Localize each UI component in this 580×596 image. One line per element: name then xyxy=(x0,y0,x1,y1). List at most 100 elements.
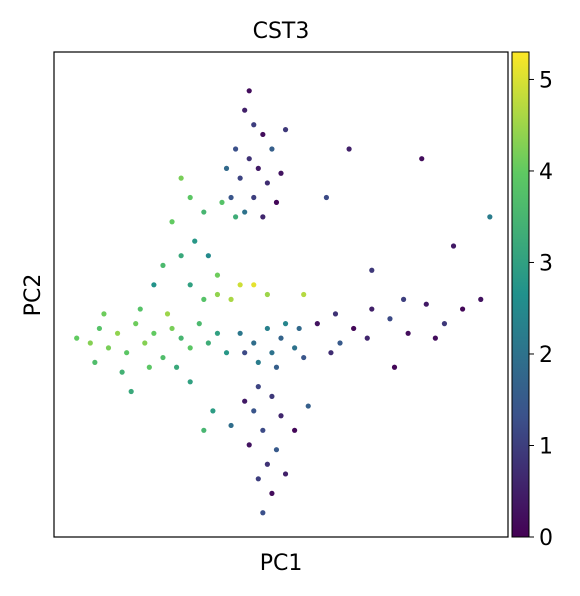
point xyxy=(264,291,270,298)
point xyxy=(332,311,339,317)
point xyxy=(269,490,275,496)
colorbar-tick-label: 4 xyxy=(539,160,553,185)
points xyxy=(74,88,493,516)
point xyxy=(114,330,121,336)
point xyxy=(133,321,139,327)
colorbar-tick-label: 5 xyxy=(539,68,553,93)
point xyxy=(242,398,248,404)
point xyxy=(255,359,261,365)
point xyxy=(432,335,438,341)
point xyxy=(178,253,184,259)
point xyxy=(105,345,112,351)
point xyxy=(237,175,243,181)
point xyxy=(237,282,243,288)
point xyxy=(369,306,375,312)
point xyxy=(146,364,152,370)
point xyxy=(214,291,221,298)
point xyxy=(219,199,225,205)
point xyxy=(337,340,343,346)
point xyxy=(260,131,266,138)
point xyxy=(223,165,230,171)
point xyxy=(160,262,166,268)
point xyxy=(314,321,320,327)
point xyxy=(124,350,130,356)
point xyxy=(260,214,266,220)
point xyxy=(255,476,261,482)
point xyxy=(292,427,298,433)
point xyxy=(178,335,184,341)
point xyxy=(478,296,484,302)
point xyxy=(301,291,307,298)
point xyxy=(296,325,302,332)
y-axis-label: PC2 xyxy=(21,274,46,317)
point xyxy=(255,384,261,390)
point xyxy=(323,194,329,201)
point xyxy=(142,340,148,346)
point xyxy=(251,408,257,414)
point xyxy=(301,354,307,361)
point xyxy=(128,388,134,395)
point xyxy=(405,330,411,336)
point xyxy=(205,253,211,259)
colorbar-tick-label: 3 xyxy=(539,251,553,276)
point xyxy=(264,461,270,467)
point xyxy=(214,330,221,336)
point xyxy=(400,296,407,302)
point xyxy=(251,194,257,201)
point xyxy=(351,325,357,332)
point xyxy=(391,364,398,370)
point xyxy=(269,393,275,399)
point xyxy=(282,321,289,327)
point xyxy=(196,321,202,327)
point xyxy=(228,194,234,201)
point xyxy=(74,335,80,341)
point xyxy=(151,330,157,336)
point xyxy=(387,316,393,322)
point xyxy=(192,238,198,244)
point xyxy=(169,219,175,225)
point xyxy=(369,267,375,273)
point xyxy=(273,447,280,453)
point xyxy=(178,175,184,181)
point xyxy=(269,146,275,152)
point xyxy=(214,272,221,278)
point xyxy=(201,296,207,302)
point xyxy=(228,422,234,429)
point xyxy=(96,325,102,332)
point xyxy=(251,122,257,128)
point xyxy=(137,306,143,312)
colorbar-tick-label: 0 xyxy=(539,526,553,551)
point xyxy=(273,364,280,370)
point xyxy=(201,427,207,433)
point xyxy=(233,214,239,220)
colorbar-tick-label: 1 xyxy=(539,434,553,459)
point xyxy=(187,194,193,201)
point xyxy=(251,282,257,288)
point xyxy=(187,379,193,385)
point xyxy=(242,350,248,356)
point xyxy=(441,321,448,327)
colorbar-tick-label: 2 xyxy=(539,343,553,368)
point xyxy=(269,350,275,356)
point xyxy=(460,306,466,312)
point xyxy=(101,311,107,317)
point xyxy=(210,408,216,414)
point xyxy=(282,127,289,133)
point xyxy=(119,369,125,375)
point xyxy=(246,156,252,162)
point xyxy=(233,146,239,152)
point xyxy=(160,354,166,361)
point xyxy=(282,471,289,477)
point xyxy=(419,156,425,162)
point xyxy=(169,325,175,332)
point xyxy=(260,427,266,433)
point xyxy=(423,301,429,307)
point xyxy=(187,345,193,351)
point xyxy=(450,243,457,249)
point xyxy=(242,209,248,215)
point xyxy=(228,296,234,302)
point xyxy=(187,282,193,288)
point xyxy=(164,311,171,317)
point xyxy=(328,350,334,356)
point xyxy=(292,345,298,351)
